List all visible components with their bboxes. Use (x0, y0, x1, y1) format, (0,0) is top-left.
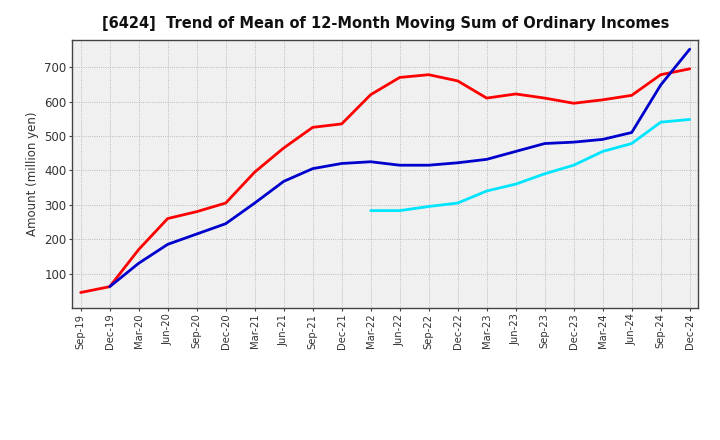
Title: [6424]  Trend of Mean of 12-Month Moving Sum of Ordinary Incomes: [6424] Trend of Mean of 12-Month Moving … (102, 16, 669, 32)
Y-axis label: Amount (million yen): Amount (million yen) (26, 112, 39, 236)
